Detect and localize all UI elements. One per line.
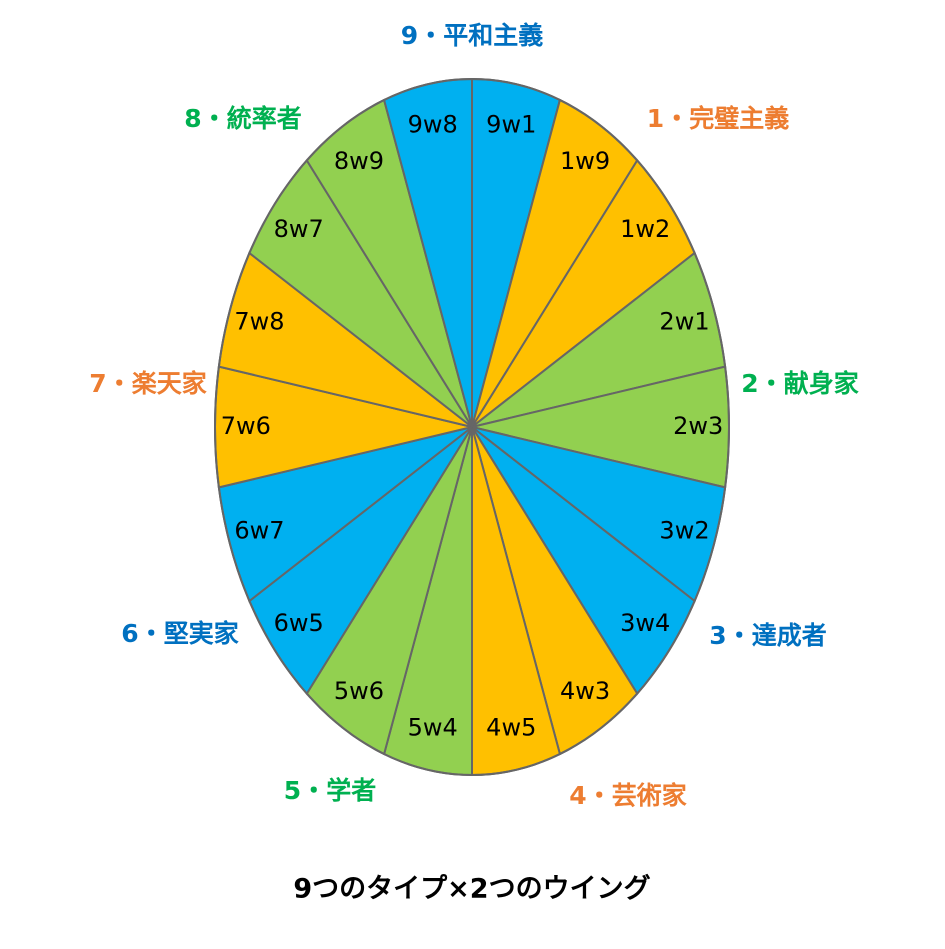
type-label: 7・楽天家 (89, 369, 206, 398)
outline (214, 78, 730, 776)
sector-label: 2w1 (659, 307, 709, 335)
sector-label: 8w9 (334, 147, 384, 175)
sector-label: 1w2 (620, 215, 670, 243)
type-label: 3・達成者 (709, 621, 826, 650)
sector-label: 9w1 (486, 110, 536, 138)
sector-label: 4w5 (486, 714, 536, 742)
type-label: 1・完璧主義 (647, 104, 789, 133)
sector-label: 9w8 (408, 110, 458, 138)
type-label: 6・堅実家 (121, 619, 238, 648)
type-label: 8・統率者 (184, 104, 301, 133)
type-label: 5・学者 (284, 776, 376, 805)
sector-label: 5w6 (334, 677, 384, 705)
type-label: 4・芸術家 (569, 781, 686, 810)
sector-label: 7w6 (221, 412, 271, 440)
sector-label: 7w8 (234, 307, 284, 335)
sector-label: 6w5 (274, 609, 324, 637)
type-label: 9・平和主義 (401, 21, 543, 50)
sector-label: 8w7 (274, 215, 324, 243)
sector-label: 4w3 (560, 677, 610, 705)
sector-label: 1w9 (560, 147, 610, 175)
type-label: 2・献身家 (741, 369, 858, 398)
sector-label: 3w4 (620, 609, 670, 637)
caption: 9つのタイプ×2つのウイング (293, 873, 650, 905)
sector-label: 5w4 (408, 714, 458, 742)
sector-label: 2w3 (673, 412, 723, 440)
sector-label: 3w2 (659, 517, 709, 545)
sector-label: 6w7 (234, 517, 284, 545)
